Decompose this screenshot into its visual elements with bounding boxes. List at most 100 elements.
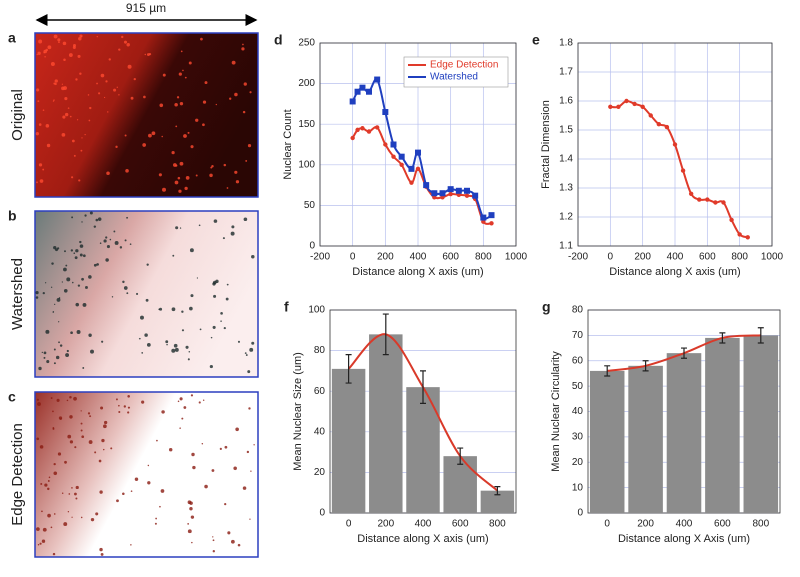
panel-name: Watershed <box>9 258 26 330</box>
texture-dot <box>220 312 223 315</box>
texture-dot <box>234 92 238 97</box>
plot-frame <box>319 42 517 247</box>
texture-dot <box>119 246 123 249</box>
texture-dot <box>50 397 53 399</box>
texture-dot <box>43 356 46 359</box>
texture-dot <box>141 352 144 354</box>
texture-dot <box>41 510 43 513</box>
panel-letter: c <box>8 389 16 405</box>
marker <box>640 104 645 110</box>
texture-dot <box>138 337 141 340</box>
texture-dot <box>53 34 58 39</box>
y-tick-label: 200 <box>298 78 315 89</box>
texture-dot <box>148 53 152 56</box>
texture-dot <box>130 544 132 546</box>
y-tick-label: 60 <box>314 386 326 397</box>
texture-dot <box>106 171 110 176</box>
texture-dot <box>187 131 190 134</box>
marker <box>390 141 397 148</box>
texture-dot <box>146 263 149 266</box>
texture-dot <box>80 35 83 38</box>
texture-dot <box>187 529 192 534</box>
texture-dot <box>124 134 127 137</box>
texture-dot <box>125 169 129 173</box>
texture-dot <box>61 86 65 91</box>
texture-dot <box>122 492 125 496</box>
texture-dot <box>46 360 50 364</box>
texture-dot <box>114 241 119 245</box>
texture-dot <box>116 499 119 503</box>
texture-dot <box>243 217 248 222</box>
texture-dot <box>227 531 231 535</box>
texture-dot <box>56 298 61 302</box>
marker <box>616 104 621 110</box>
y-tick-label: 1.7 <box>559 67 573 78</box>
marker <box>374 76 381 83</box>
texture-dot <box>189 248 194 253</box>
y-tick-label: 0 <box>319 508 325 519</box>
y-tick-label: 250 <box>298 38 315 49</box>
texture-dot <box>58 416 63 420</box>
texture-dot <box>71 281 74 284</box>
texture-dot <box>45 329 50 334</box>
y-axis-label: Fractal Dimension <box>540 100 552 189</box>
texture-dot <box>43 49 47 54</box>
texture-dot <box>179 101 184 106</box>
y-tick-label: 40 <box>314 426 326 437</box>
bar <box>743 335 779 513</box>
texture-dot <box>250 470 252 472</box>
bar <box>705 337 740 513</box>
texture-dot <box>229 97 232 100</box>
texture-dot <box>118 94 120 96</box>
marker <box>680 168 686 173</box>
texture-dot <box>172 163 177 167</box>
texture-dot <box>88 119 91 122</box>
texture-dot <box>185 345 189 349</box>
y-tick-label: 1.1 <box>559 241 573 252</box>
texture-dot <box>63 522 68 526</box>
texture-dot <box>65 353 70 357</box>
marker <box>359 84 366 91</box>
texture-dot <box>90 518 95 522</box>
y-tick-label: 1.2 <box>559 212 573 223</box>
x-tick-label: 0 <box>604 519 610 530</box>
texture-dot <box>52 410 54 413</box>
bar <box>369 334 403 513</box>
marker <box>349 98 356 105</box>
y-axis-label: Mean Nuclear Circularity <box>550 351 562 472</box>
texture-dot <box>159 505 161 508</box>
texture-dot <box>100 73 105 78</box>
texture-dot <box>247 144 252 148</box>
texture-dot <box>66 399 69 402</box>
y-tick-label: 50 <box>572 381 584 392</box>
texture-dot <box>179 427 181 429</box>
y-tick-label: 1.6 <box>559 96 573 107</box>
texture-dot <box>61 83 63 85</box>
texture-dot <box>75 302 80 307</box>
texture-dot <box>171 307 176 312</box>
marker <box>409 180 414 185</box>
texture-dot <box>64 96 68 101</box>
texture-dot <box>248 407 251 410</box>
image-panel <box>34 210 259 378</box>
x-tick-label: 600 <box>442 252 459 263</box>
texture-dot <box>52 311 54 313</box>
texture-dot <box>192 465 196 470</box>
y-tick-label: 150 <box>298 119 315 130</box>
marker <box>391 154 396 159</box>
texture-dot <box>212 539 215 542</box>
texture-dot <box>182 69 184 72</box>
texture-dot <box>87 412 91 415</box>
marker <box>472 192 479 199</box>
error-bar <box>757 327 764 344</box>
marker <box>399 162 404 167</box>
x-tick-label: 200 <box>637 519 654 530</box>
texture-dot <box>73 154 76 157</box>
texture-dot <box>89 211 93 215</box>
panel-letter: d <box>274 32 283 48</box>
texture-dot <box>82 367 85 369</box>
texture-dot <box>63 288 68 293</box>
texture-dot <box>233 466 237 471</box>
texture-dot <box>73 252 76 255</box>
x-tick-label: 400 <box>410 252 427 263</box>
